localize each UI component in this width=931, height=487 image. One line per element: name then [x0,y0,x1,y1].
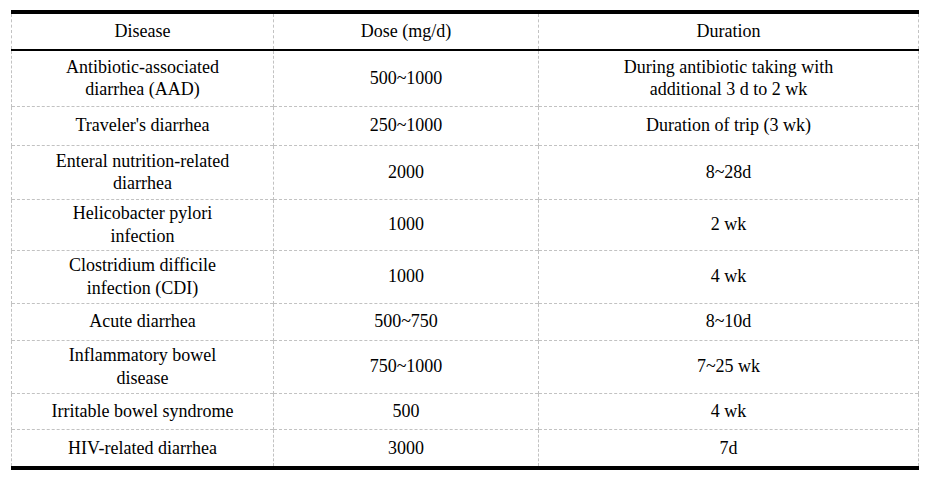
duration-cell: Duration of trip (3 wk) [539,106,919,145]
table-row: Irritable bowel syndrome 500 4 wk [12,393,919,429]
table-row: HIV-related diarrhea 3000 7d [12,429,919,468]
disease-cell: Irritable bowel syndrome [12,393,274,429]
disease-cell: Enteral nutrition-related diarrhea [12,145,274,199]
duration-cell: 4 wk [539,250,919,303]
disease-cell: Antibiotic-associated diarrhea (AAD) [12,50,274,106]
disease-cell: Clostridium difficile infection (CDI) [12,250,274,303]
table-row: Helicobacter pylori infection 1000 2 wk [12,199,919,250]
dose-cell: 250~1000 [274,106,539,145]
dose-cell: 750~1000 [274,340,539,393]
disease-cell: HIV-related diarrhea [12,429,274,468]
duration-cell: 7~25 wk [539,340,919,393]
table-row: Inflammatory bowel disease 750~1000 7~25… [12,340,919,393]
dose-cell: 3000 [274,429,539,468]
duration-cell: 8~10d [539,303,919,340]
column-header-dose: Dose (mg/d) [274,12,539,50]
duration-cell: 7d [539,429,919,468]
table-header-row: Disease Dose (mg/d) Duration [12,12,919,50]
disease-cell: Acute diarrhea [12,303,274,340]
dose-cell: 2000 [274,145,539,199]
duration-cell: 2 wk [539,199,919,250]
disease-cell: Inflammatory bowel disease [12,340,274,393]
table-row: Traveler's diarrhea 250~1000 Duration of… [12,106,919,145]
disease-cell: Traveler's diarrhea [12,106,274,145]
duration-cell: 4 wk [539,393,919,429]
table-row: Clostridium difficile infection (CDI) 10… [12,250,919,303]
disease-cell: Helicobacter pylori infection [12,199,274,250]
table-figure: Disease Dose (mg/d) Duration Antibiotic-… [11,10,918,470]
dose-cell: 1000 [274,199,539,250]
dose-cell: 500 [274,393,539,429]
dosage-table: Disease Dose (mg/d) Duration Antibiotic-… [11,10,919,470]
table-row: Acute diarrhea 500~750 8~10d [12,303,919,340]
column-header-duration: Duration [539,12,919,50]
column-header-disease: Disease [12,12,274,50]
dose-cell: 1000 [274,250,539,303]
dose-cell: 500~1000 [274,50,539,106]
duration-cell: During antibiotic taking with additional… [539,50,919,106]
table-row: Enteral nutrition-related diarrhea 2000 … [12,145,919,199]
dose-cell: 500~750 [274,303,539,340]
table-row: Antibiotic-associated diarrhea (AAD) 500… [12,50,919,106]
table-body: Antibiotic-associated diarrhea (AAD) 500… [12,50,919,468]
duration-cell: 8~28d [539,145,919,199]
